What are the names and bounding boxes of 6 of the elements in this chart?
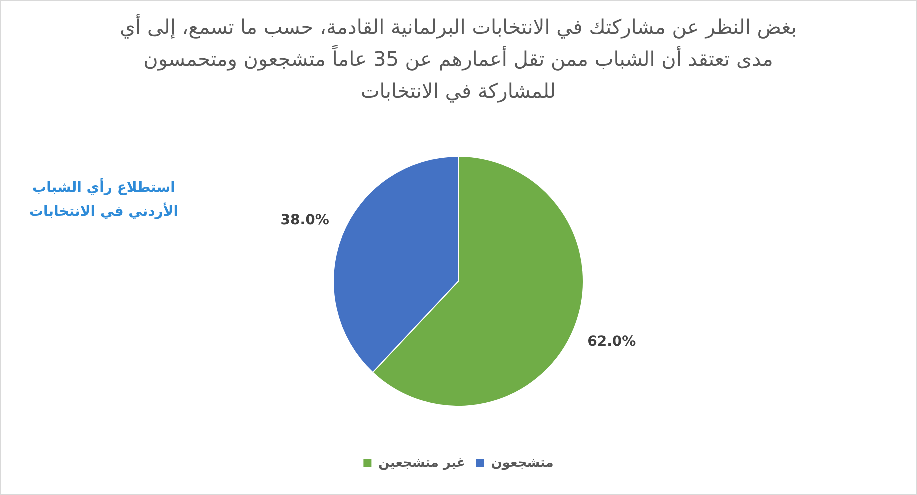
legend-label: متشجعون <box>491 456 554 471</box>
legend-label: غير متشجعين <box>378 456 466 471</box>
text: استطلاع رأي الشباب الأردني في الانتخابات <box>29 177 179 222</box>
data-label: 38.0% <box>280 212 330 228</box>
chart-title: بغض النظر عن مشاركتك في الانتخابات البرلمانية القادمة، حسب ما تسمع، إلى أي مدى تعتقد أن الشباب ممن تقل أعمارهم عن 35 عاماً متشجعون ومتحمسون للمشاركة في الانتخابات <box>118 13 798 105</box>
data-label: 62.0% <box>588 334 636 350</box>
